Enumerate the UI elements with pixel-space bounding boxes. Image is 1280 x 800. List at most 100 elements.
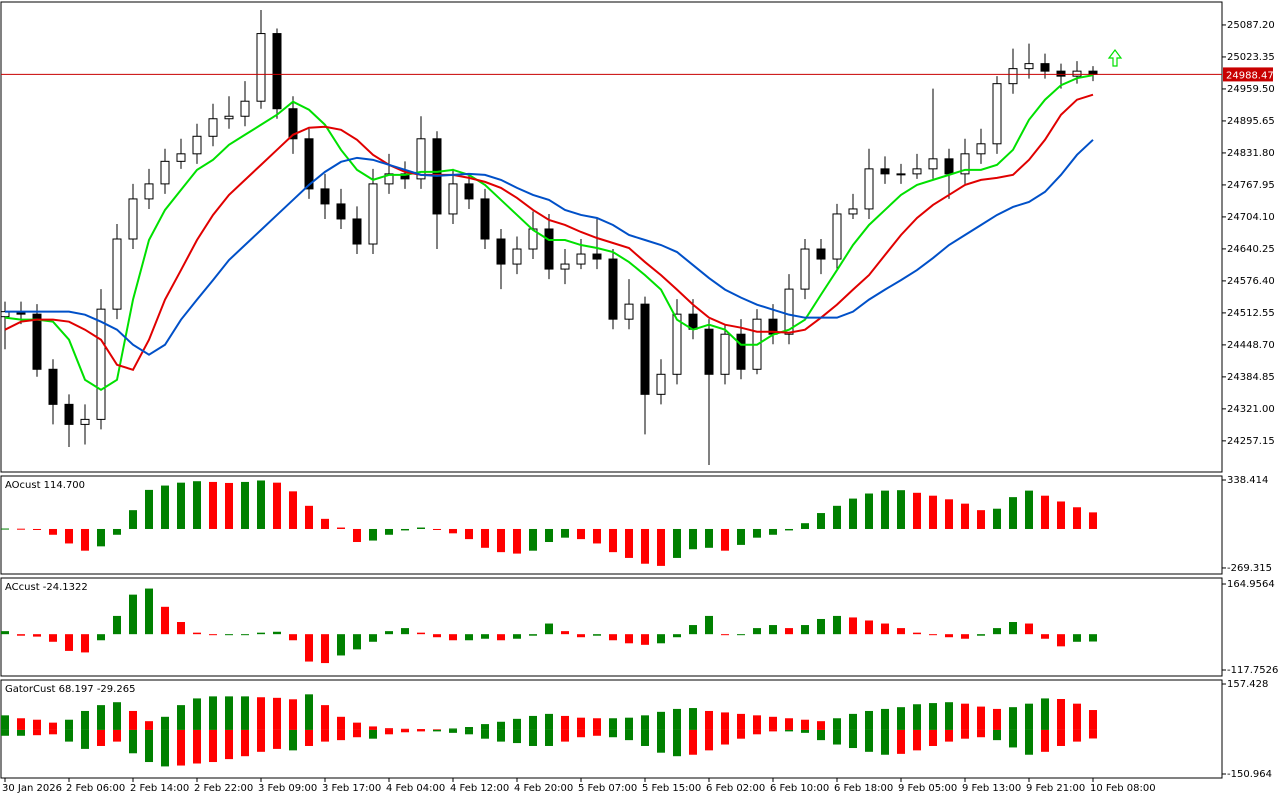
candle-body (960, 153, 970, 175)
histogram-bar (1, 528, 9, 530)
gator-bar (481, 724, 489, 730)
gator-bar (801, 719, 809, 730)
gator-bar (961, 703, 969, 730)
gator-bar (321, 705, 329, 730)
histogram-bar (785, 528, 793, 531)
candle-body (96, 308, 106, 420)
histogram-bar (721, 634, 729, 636)
histogram-bar (785, 628, 793, 635)
histogram-bar (929, 495, 937, 529)
histogram-bar (721, 528, 729, 551)
gator-bar (737, 729, 745, 739)
gator-bar (513, 718, 521, 730)
y-tick-label: 24257.15 (1227, 436, 1275, 447)
histogram-bar (33, 634, 41, 637)
candle-body (576, 253, 586, 265)
candle-body (336, 203, 346, 220)
histogram-bar (865, 620, 873, 635)
histogram-bar (849, 498, 857, 529)
moving-average (4, 74, 1094, 392)
gator-bar (1089, 710, 1097, 730)
gator-bar (945, 702, 953, 730)
candle-body (864, 168, 874, 210)
histogram-bar (577, 634, 585, 638)
histogram-bar (913, 492, 921, 529)
histogram-bar (561, 528, 569, 538)
x-tick-label: 2 Feb 06:00 (66, 783, 125, 794)
histogram-bar (593, 528, 601, 544)
x-tick-label: 30 Jan 2026 (2, 783, 62, 794)
gator-bar (65, 719, 73, 730)
x-tick-label: 3 Feb 09:00 (258, 783, 317, 794)
histogram-bar (1041, 634, 1049, 639)
histogram-bar (497, 528, 505, 553)
gator-bar (897, 729, 905, 754)
histogram-bar (225, 482, 233, 529)
gator-bar (321, 729, 329, 742)
histogram-bar (433, 634, 441, 638)
histogram-bar (385, 528, 393, 535)
histogram-bar (273, 631, 281, 635)
gator-bar (193, 729, 201, 764)
y-tick-label: 25023.35 (1227, 52, 1275, 63)
histogram-bar (625, 528, 633, 558)
histogram-bar (113, 615, 121, 635)
histogram-bar (689, 528, 697, 550)
histogram-bar (1073, 634, 1081, 642)
histogram-bar (801, 625, 809, 635)
gator-bar (225, 729, 233, 760)
histogram-bar (609, 528, 617, 553)
gator-bar (273, 697, 281, 730)
gator-bar (385, 728, 393, 730)
x-tick-label: 6 Feb 02:00 (706, 783, 765, 794)
gator-bar (961, 729, 969, 739)
histogram-bar (305, 505, 313, 529)
histogram-bar (769, 625, 777, 635)
gator-bar (833, 729, 841, 745)
x-tick-label: 4 Feb 12:00 (450, 783, 509, 794)
candle-body (144, 183, 154, 200)
histogram-bar (289, 634, 297, 641)
gator-bar (465, 729, 473, 735)
gator-bar (1073, 703, 1081, 730)
candle-body (1040, 63, 1050, 72)
gator-bar (401, 729, 409, 733)
gator-bar (449, 728, 457, 730)
gator-bar (913, 704, 921, 730)
indicator-title: ACcust -24.1322 (5, 582, 88, 593)
histogram-bar (257, 480, 265, 529)
histogram-bar (369, 528, 377, 541)
histogram-bar (145, 588, 153, 635)
y-tick-label: -117.7526 (1227, 665, 1278, 676)
candle-body (640, 303, 650, 395)
histogram-bar (881, 490, 889, 529)
histogram-bar (1025, 490, 1033, 529)
histogram-bar (801, 523, 809, 529)
histogram-bar (529, 634, 537, 636)
gator-bar (257, 697, 265, 730)
gator-bar (817, 729, 825, 741)
candle-body (32, 313, 42, 370)
buy-signal-arrow (1107, 49, 1123, 67)
gator-bar (1, 729, 9, 736)
gator-bar (641, 729, 649, 746)
gator-bar (17, 729, 25, 736)
gator-bar (817, 721, 825, 730)
histogram-bar (65, 634, 73, 651)
histogram-bar (17, 528, 25, 530)
candle-body (816, 248, 826, 260)
x-tick-label: 4 Feb 04:00 (386, 783, 445, 794)
histogram-bar (753, 528, 761, 538)
histogram-bar (385, 631, 393, 635)
gator-bar (593, 718, 601, 730)
gator-bar (737, 713, 745, 730)
gator-bar (257, 729, 265, 752)
candle-body (784, 288, 794, 335)
gator-bar (289, 729, 297, 751)
candle-body (656, 373, 666, 395)
y-tick-label: 25087.20 (1227, 20, 1275, 31)
histogram-bar (1009, 622, 1017, 635)
histogram-bar (1073, 507, 1081, 529)
histogram-bar (609, 634, 617, 641)
candle-body (192, 135, 202, 155)
